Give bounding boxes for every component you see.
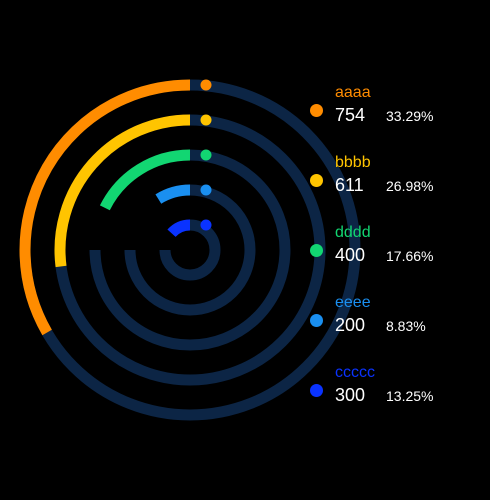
legend-percent-aaaa: 33.29%	[386, 108, 434, 124]
track-ring-aaaa	[19, 79, 361, 421]
legend-dot-ccccc	[310, 384, 323, 397]
ring-marker-aaaa	[200, 79, 212, 91]
legend-percent-bbbb: 26.98%	[386, 178, 434, 194]
bar-aaaa[interactable]	[19, 79, 191, 336]
bar-ccccc[interactable]	[167, 219, 191, 238]
legend-value-ccccc: 300	[335, 385, 366, 405]
track-ring-ccccc	[159, 219, 221, 281]
ring-marker-bbbb	[200, 114, 212, 126]
bar-bbbb[interactable]	[54, 114, 191, 268]
legend-name-dddd: dddd	[335, 224, 371, 241]
legend-name-aaaa: aaaa	[335, 84, 371, 101]
legend: aaaa 754 33.29% bbbb 611 26.98% dddd 400…	[310, 84, 480, 434]
legend-name-ccccc: ccccc	[335, 364, 375, 381]
legend-percent-dddd: 17.66%	[386, 248, 434, 264]
legend-dot-bbbb	[310, 174, 323, 187]
legend-dot-dddd	[310, 244, 323, 257]
bar-dddd[interactable]	[99, 149, 191, 211]
legend-value-aaaa: 754	[335, 105, 366, 125]
legend-item-ccccc[interactable]: ccccc 300 13.25%	[310, 364, 480, 434]
legend-item-bbbb[interactable]: bbbb 611 26.98%	[310, 154, 480, 224]
ring-marker-dddd	[200, 149, 212, 161]
legend-value-eeee: 200	[335, 315, 366, 335]
legend-name-eeee: eeee	[335, 294, 371, 311]
track-ring-bbbb	[54, 114, 326, 386]
legend-value-dddd: 400	[335, 245, 366, 265]
legend-value-bbbb: 611	[335, 175, 364, 195]
legend-item-eeee[interactable]: eeee 200 8.83%	[310, 294, 480, 364]
ring-marker-eeee	[200, 184, 212, 196]
legend-item-aaaa[interactable]: aaaa 754 33.29%	[310, 84, 480, 154]
legend-name-bbbb: bbbb	[335, 154, 371, 171]
legend-percent-eeee: 8.83%	[386, 318, 426, 334]
ring-marker-ccccc	[200, 219, 212, 231]
legend-item-dddd[interactable]: dddd 400 17.66%	[310, 224, 480, 294]
bar-eeee[interactable]	[155, 184, 191, 204]
track-ring-eeee	[124, 184, 256, 316]
legend-dot-aaaa	[310, 104, 323, 117]
legend-dot-eeee	[310, 314, 323, 327]
track-ring-dddd	[89, 149, 291, 351]
legend-percent-ccccc: 13.25%	[386, 388, 434, 404]
